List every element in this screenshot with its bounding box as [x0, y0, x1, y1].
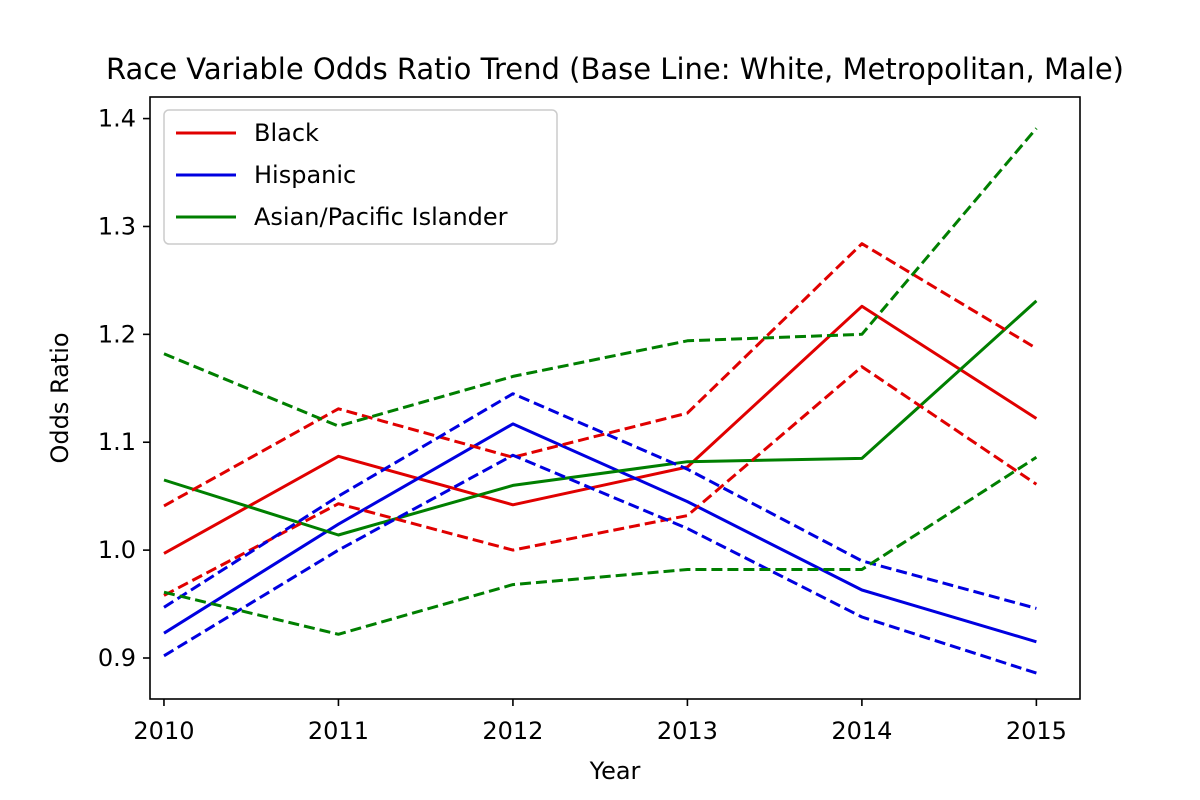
series-line-6-dashed	[163, 453, 1037, 675]
legend-box	[163, 109, 558, 245]
y-tick-label: 1.0	[98, 536, 136, 564]
legend-label: Hispanic	[254, 161, 356, 189]
y-axis: 0.9 1.0 1.1 1.2 1.3 1.4	[98, 105, 150, 672]
legend: Black Hispanic Asian/Pacific Islander	[163, 109, 558, 245]
x-axis-label: Year	[589, 757, 641, 785]
x-tick-label: 2010	[133, 717, 194, 745]
x-axis: 2010 2011 2012 2013 2014 2015	[133, 699, 1067, 745]
series-line-8-dashed	[163, 456, 1038, 636]
series-line-5-dashed	[163, 392, 1037, 610]
y-tick-label: 1.2	[98, 320, 136, 348]
y-axis-label: Odds Ratio	[46, 332, 74, 463]
series-line-4-dashed	[163, 365, 1038, 597]
series-line-3-dashed	[163, 242, 1038, 508]
y-tick-label: 1.4	[98, 105, 136, 133]
legend-label: Asian/Pacific Islander	[254, 203, 508, 231]
series-line-2	[163, 299, 1038, 537]
series-line-0	[163, 304, 1038, 555]
chart-title: Race Variable Odds Ratio Trend (Base Lin…	[106, 52, 1124, 86]
y-tick-label: 1.1	[98, 428, 136, 456]
legend-label: Black	[254, 119, 319, 147]
x-tick-label: 2015	[1006, 717, 1067, 745]
y-tick-label: 0.9	[98, 644, 136, 672]
series-layer	[163, 127, 1038, 675]
x-tick-label: 2012	[482, 717, 543, 745]
y-tick-label: 1.3	[98, 212, 136, 240]
series-line-1	[163, 422, 1037, 644]
x-tick-label: 2014	[831, 717, 892, 745]
x-tick-label: 2013	[657, 717, 718, 745]
plot-frame	[149, 96, 1081, 700]
x-tick-label: 2011	[308, 717, 369, 745]
